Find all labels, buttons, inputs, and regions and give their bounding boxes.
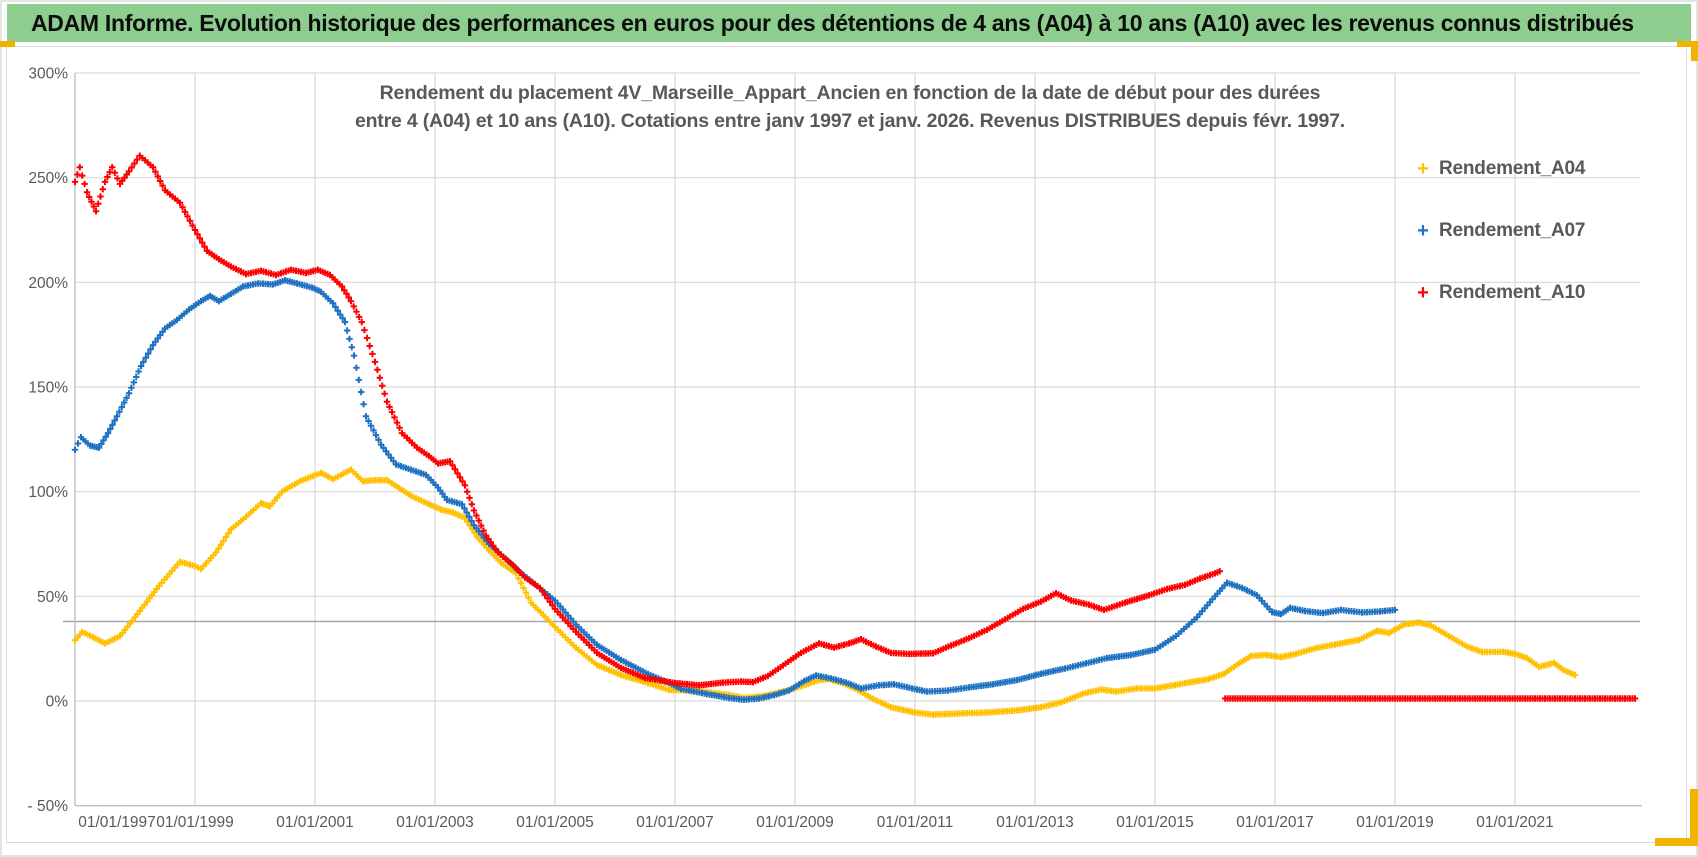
selection-corner-top-left[interactable]: [0, 41, 15, 47]
x-axis-tick-label: 01/01/2009: [756, 814, 834, 831]
y-axis-tick-label: 100%: [28, 484, 68, 501]
plus-marker-icon: +: [1417, 158, 1429, 180]
legend-item-a07[interactable]: + Rendement_A07: [1413, 218, 1643, 244]
selection-corner-top-right[interactable]: [1677, 41, 1698, 47]
series-Rendement_A10: [71, 152, 1639, 702]
selection-corner-bottom-right[interactable]: [1690, 789, 1698, 846]
x-axis-tick-label: 01/01/2021: [1476, 814, 1554, 831]
legend-label: Rendement_A07: [1439, 220, 1586, 241]
x-axis-tick-label: 01/01/2007: [636, 814, 714, 831]
header-title: ADAM Informe. Evolution historique des p…: [31, 9, 1634, 36]
plus-marker-icon: +: [1417, 220, 1429, 242]
y-axis-tick-label: 300%: [28, 66, 68, 83]
x-axis-tick-label: 01/01/2013: [996, 814, 1074, 831]
selection-corner-bottom-right[interactable]: [1655, 838, 1698, 846]
x-axis-tick-label: 01/01/1999: [156, 814, 234, 831]
y-axis-tick-label: 250%: [28, 170, 68, 187]
series-Rendement_A07: [71, 277, 1399, 703]
selection-corner-top-right[interactable]: [1691, 41, 1698, 61]
x-axis-tick-label: 01/01/2019: [1356, 814, 1434, 831]
chart-title: Rendement du placement 4V_Marseille_Appa…: [290, 80, 1410, 135]
legend-item-a04[interactable]: + Rendement_A04: [1413, 156, 1643, 182]
y-axis-tick-label: 200%: [28, 275, 68, 292]
y-axis-tick-label: 50%: [37, 589, 68, 606]
legend-label: Rendement_A10: [1439, 282, 1586, 303]
x-axis-tick-label: 01/01/2011: [877, 814, 953, 831]
chart-title-line2: entre 4 (A04) et 10 ans (A10). Cotations…: [354, 109, 1346, 132]
chart-legend: + Rendement_A04 + Rendement_A07 + Rendem…: [1413, 156, 1643, 342]
header-bar: ADAM Informe. Evolution historique des p…: [7, 4, 1691, 42]
x-axis-tick-label: 01/01/2015: [1116, 814, 1194, 831]
y-axis-tick-label: 0%: [46, 694, 69, 711]
chart-title-line1: Rendement du placement 4V_Marseille_Appa…: [379, 82, 1321, 104]
x-axis-tick-label: 01/01/2017: [1236, 814, 1314, 831]
x-axis-tick-label: 01/01/2001: [276, 814, 354, 831]
legend-label: Rendement_A04: [1439, 158, 1586, 179]
x-axis-tick-label: 01/01/2003: [396, 814, 474, 831]
chart-canvas[interactable]: [6, 46, 1687, 843]
x-axis-tick-label: 01/01/1997: [78, 814, 156, 831]
y-axis-tick-label: 150%: [28, 380, 68, 397]
legend-item-a10[interactable]: + Rendement_A10: [1413, 280, 1643, 306]
series-Rendement_A04: [71, 466, 1579, 718]
y-axis-tick-label: - 50%: [28, 798, 69, 815]
plus-marker-icon: +: [1417, 282, 1429, 304]
x-axis-tick-label: 01/01/2005: [516, 814, 594, 831]
